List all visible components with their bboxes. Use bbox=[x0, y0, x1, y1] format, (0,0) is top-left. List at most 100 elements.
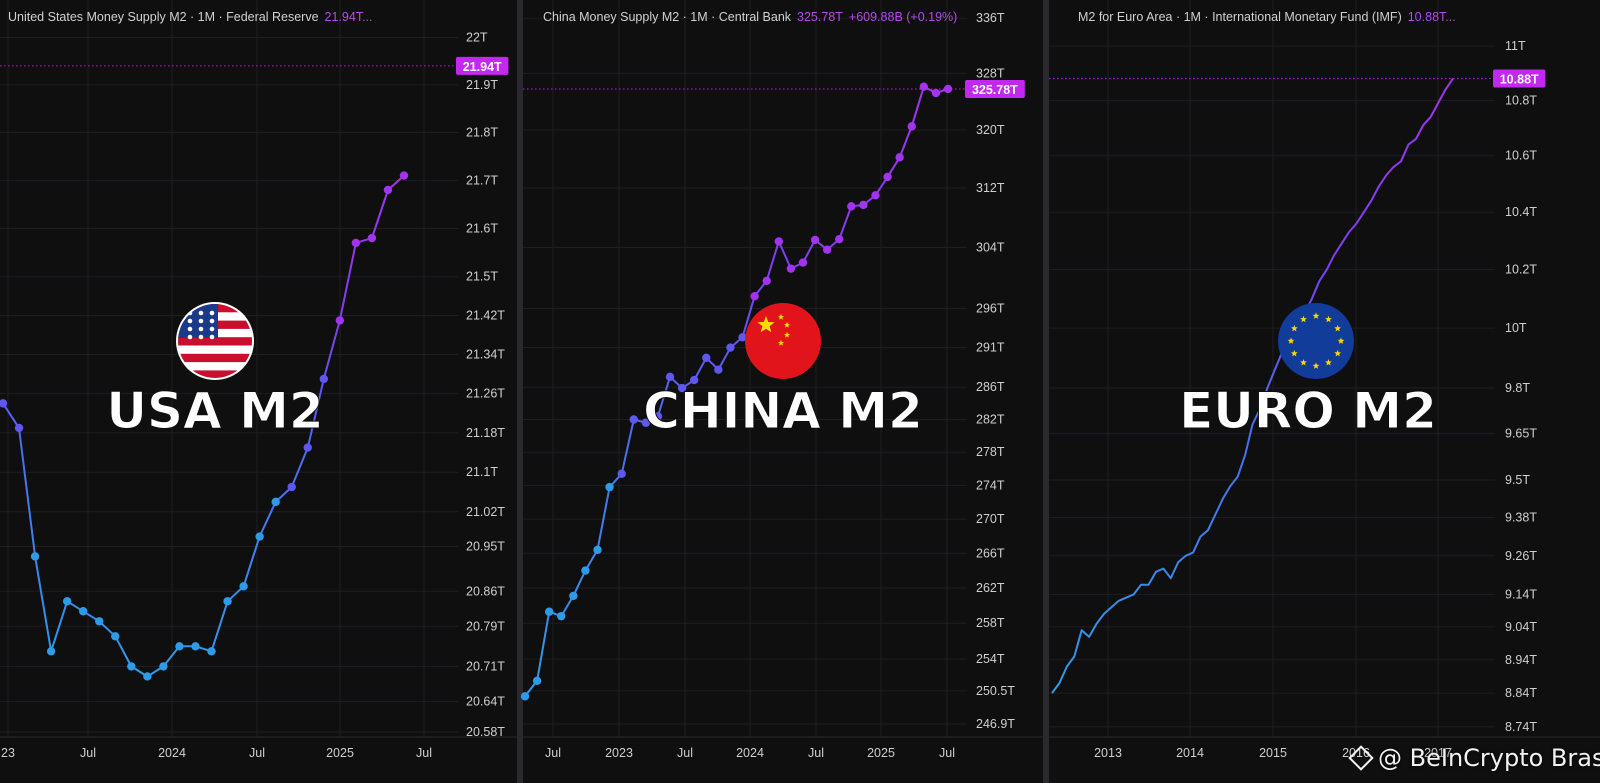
usa-y-tick-label: 20.64T bbox=[466, 695, 505, 709]
eu-flag-star bbox=[1287, 337, 1295, 344]
eu-flag-star bbox=[1334, 324, 1342, 332]
china-data-point bbox=[895, 153, 904, 162]
usa-x-tick-label: Jul bbox=[80, 746, 96, 760]
china-x-tick-label: Jul bbox=[808, 746, 824, 760]
china-x-tick-label: 2024 bbox=[736, 746, 764, 760]
china-price-tag: 325.78T bbox=[972, 83, 1018, 97]
euro-caption: M2 for Euro Area · 1M · International Mo… bbox=[1078, 10, 1456, 24]
china-data-point bbox=[931, 88, 941, 98]
usa-data-point bbox=[46, 647, 56, 656]
usa-data-point bbox=[127, 662, 136, 671]
usa-flag-star bbox=[198, 310, 204, 316]
china-y-tick-label: 304T bbox=[976, 240, 1005, 254]
euro-y-tick-label: 11T bbox=[1505, 39, 1526, 53]
eu-flag-star bbox=[1334, 349, 1342, 357]
eu-flag-star bbox=[1312, 362, 1320, 369]
euro-y-tick-label: 8.94T bbox=[1505, 653, 1537, 667]
eu-flag-body bbox=[1278, 303, 1354, 379]
usa-y-tick-label: 21.8T bbox=[466, 126, 498, 140]
china-data-point bbox=[919, 82, 929, 91]
euro-x-tick-label: 2015 bbox=[1259, 746, 1287, 760]
china-data-point bbox=[774, 237, 783, 246]
usa-y-tick-label: 21.7T bbox=[466, 173, 498, 187]
china-x-tick-label: 2025 bbox=[867, 746, 895, 760]
china-y-tick-label: 320T bbox=[976, 123, 1005, 137]
euro-y-tick-label: 10.2T bbox=[1505, 263, 1537, 277]
china-data-point bbox=[702, 353, 711, 363]
usa-x-tick-label: 2025 bbox=[326, 746, 354, 760]
china-data-point bbox=[835, 234, 844, 244]
usa-flag-stripe bbox=[178, 337, 252, 346]
usa-y-tick-label: 20.58T bbox=[466, 725, 505, 739]
usa-data-point bbox=[159, 662, 168, 671]
china-caption-value: 325.78T bbox=[797, 10, 843, 24]
eu-flag-icon bbox=[1278, 303, 1354, 379]
usa-price-tag-bg bbox=[456, 56, 509, 75]
usa-caption: United States Money Supply M2 · 1M · Fed… bbox=[8, 10, 373, 24]
usa-data-point bbox=[351, 238, 361, 248]
china-data-point bbox=[883, 172, 892, 182]
usa-flag-stripe bbox=[178, 353, 252, 363]
usa-data-point bbox=[223, 597, 232, 606]
china-data-point bbox=[798, 258, 808, 267]
china-data-point bbox=[810, 235, 820, 245]
china-panel-bg bbox=[523, 0, 1043, 783]
usa-flag-star bbox=[198, 334, 204, 340]
usa-data-point bbox=[303, 443, 312, 452]
usa-x-tick-label: 23 bbox=[1, 746, 15, 760]
euro-y-tick-label: 9.65T bbox=[1505, 427, 1537, 441]
usa-data-point bbox=[383, 185, 393, 195]
euro-y-tick-label: 8.74T bbox=[1505, 720, 1537, 734]
euro-x-tick-label: 2014 bbox=[1176, 746, 1204, 760]
china-data-point bbox=[907, 122, 916, 131]
usa-data-point bbox=[14, 423, 24, 433]
china-data-point bbox=[859, 200, 868, 210]
china-data-point bbox=[569, 591, 578, 601]
usa-data-point bbox=[0, 399, 8, 408]
beincrypto-logo-icon bbox=[1348, 745, 1374, 771]
euro-x-tick-label: 2016 bbox=[1342, 746, 1370, 760]
usa-flag-icon bbox=[176, 302, 254, 380]
usa-y-tick-label: 20.86T bbox=[466, 584, 505, 598]
usa-x-tick-label: Jul bbox=[249, 746, 265, 760]
china-data-point bbox=[520, 692, 530, 701]
china-data-point bbox=[690, 375, 699, 385]
china-data-point bbox=[871, 191, 880, 200]
usa-panel-bg bbox=[0, 0, 517, 783]
euro-price-tag-bg bbox=[1493, 69, 1546, 88]
usa-data-point bbox=[79, 607, 88, 616]
china-y-tick-label: 266T bbox=[976, 546, 1005, 560]
usa-y-tick-label: 20.95T bbox=[466, 539, 505, 553]
usa-data-point bbox=[191, 642, 200, 651]
usa-flag-body bbox=[178, 304, 252, 378]
china-x-tick-label: 2023 bbox=[605, 746, 633, 760]
usa-big-label: USA M2 bbox=[106, 382, 323, 440]
china-data-point bbox=[750, 291, 759, 301]
china-data-point bbox=[532, 676, 542, 685]
euro-x-tick-label: 2017 bbox=[1424, 746, 1452, 760]
euro-y-tick-label: 10.4T bbox=[1505, 205, 1537, 219]
euro-y-tick-label: 9.5T bbox=[1505, 473, 1530, 487]
china-y-tick-label: 270T bbox=[976, 512, 1005, 526]
euro-y-tick-label: 9.04T bbox=[1505, 620, 1537, 634]
china-y-tick-label: 296T bbox=[976, 302, 1005, 316]
usa-y-tick-label: 21.6T bbox=[466, 221, 498, 235]
eu-flag-star bbox=[1312, 312, 1320, 319]
euro-caption-value: 10.88T... bbox=[1407, 10, 1456, 24]
usa-y-tick-label: 21.1T bbox=[466, 465, 498, 479]
usa-flag-stripe bbox=[178, 370, 252, 378]
watermark: @ BeInCrypto Brasil bbox=[1348, 744, 1600, 772]
china-data-point bbox=[605, 482, 614, 492]
china-x-tick-label: Jul bbox=[677, 746, 693, 760]
china-caption-title: China Money Supply M2 · 1M · Central Ban… bbox=[543, 10, 792, 24]
china-y-tick-label: 286T bbox=[976, 380, 1005, 394]
china-y-tick-label: 291T bbox=[976, 341, 1005, 355]
china-data-point bbox=[641, 418, 651, 427]
china-y-tick-label: 250.5T bbox=[976, 684, 1015, 698]
usa-y-tick-label: 21.26T bbox=[466, 387, 505, 401]
usa-y-tick-label: 22T bbox=[466, 30, 488, 44]
usa-y-tick-label: 21.34T bbox=[466, 347, 505, 361]
usa-data-point bbox=[319, 374, 328, 384]
euro-y-tick-label: 10T bbox=[1505, 321, 1527, 335]
